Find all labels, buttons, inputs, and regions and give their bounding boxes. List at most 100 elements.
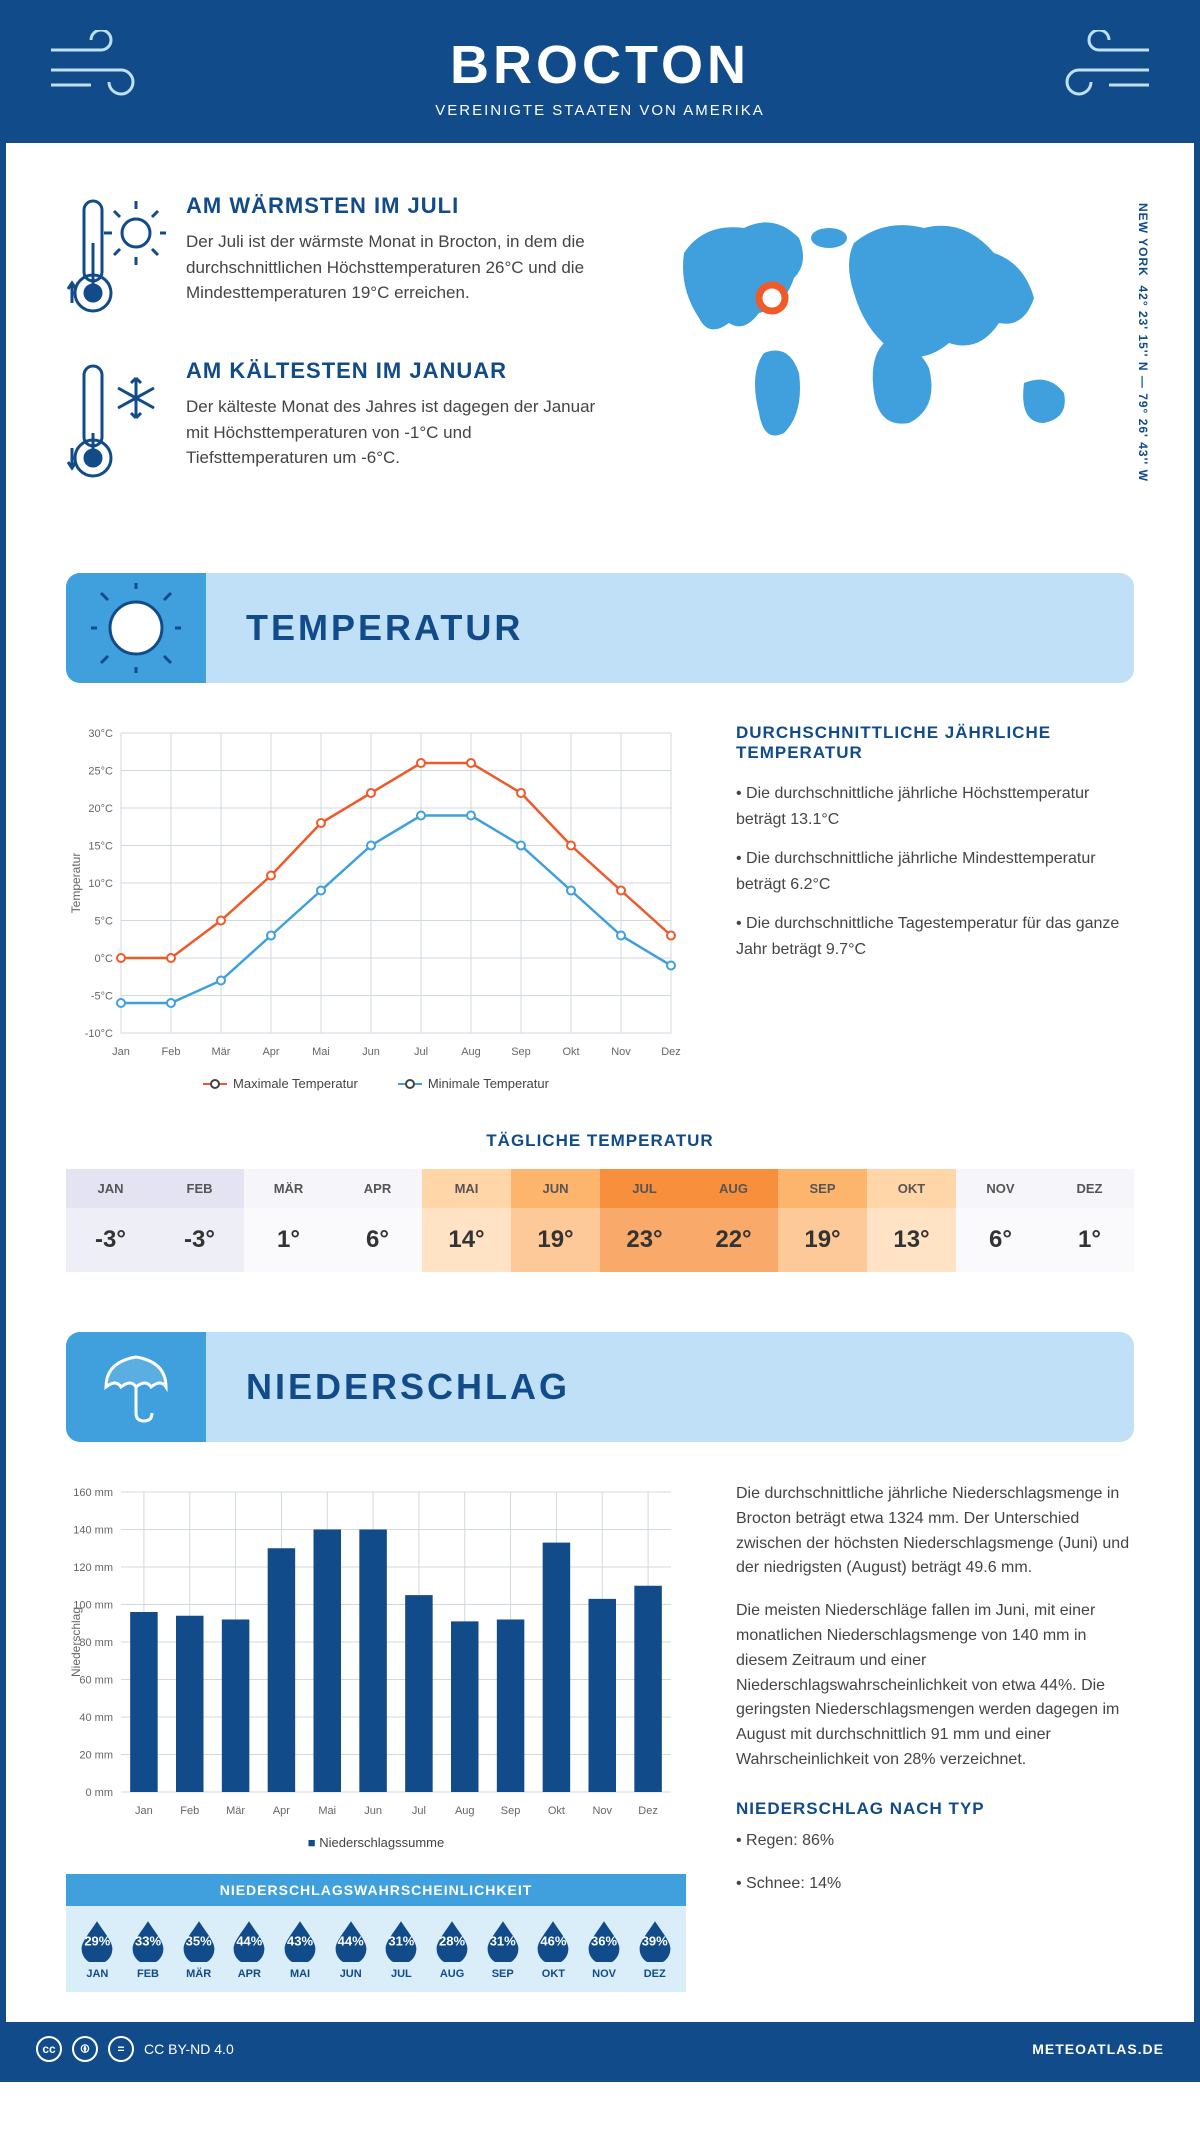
raindrop-icon: 28% bbox=[430, 1918, 474, 1962]
raindrop-icon: 29% bbox=[75, 1918, 119, 1962]
site-name: METEOATLAS.DE bbox=[1032, 2041, 1164, 2057]
svg-text:Niederschlag: Niederschlag bbox=[69, 1607, 83, 1677]
intro-text: AM WÄRMSTEN IM JULI Der Juli ist der wär… bbox=[66, 193, 614, 523]
svg-text:140 mm: 140 mm bbox=[73, 1525, 113, 1537]
raindrop-icon: 39% bbox=[633, 1918, 677, 1962]
svg-text:30°C: 30°C bbox=[88, 728, 113, 740]
precip-text: Die durchschnittliche jährliche Niedersc… bbox=[736, 1482, 1134, 1992]
month-cell: JUL 23° bbox=[600, 1169, 689, 1272]
precip-legend: Niederschlagssumme bbox=[66, 1835, 686, 1850]
cc-icon: cc bbox=[36, 2036, 62, 2062]
svg-text:160 mm: 160 mm bbox=[73, 1487, 113, 1499]
precip-type-heading: NIEDERSCHLAG NACH TYP bbox=[736, 1799, 1134, 1819]
raindrop-icon: 43% bbox=[278, 1918, 322, 1962]
svg-text:0 mm: 0 mm bbox=[86, 1787, 114, 1799]
precip-row: 0 mm20 mm40 mm60 mm80 mm100 mm120 mm140 … bbox=[66, 1482, 1134, 1992]
daily-temp-grid: JAN -3° FEB -3° MÄR 1° APR 6° MAI 14° JU… bbox=[66, 1169, 1134, 1272]
svg-text:Okt: Okt bbox=[562, 1046, 579, 1058]
svg-text:-5°C: -5°C bbox=[91, 991, 113, 1003]
svg-text:Dez: Dez bbox=[638, 1805, 658, 1817]
month-cell: DEZ 1° bbox=[1045, 1169, 1134, 1272]
city-title: BROCTON bbox=[26, 34, 1174, 96]
svg-text:Jul: Jul bbox=[414, 1046, 428, 1058]
raindrop-icon: 31% bbox=[481, 1918, 525, 1962]
month-cell: AUG 22° bbox=[689, 1169, 778, 1272]
month-cell: JAN -3° bbox=[66, 1169, 155, 1272]
footer: cc 🅯 = CC BY-ND 4.0 METEOATLAS.DE bbox=[6, 2022, 1194, 2076]
svg-text:10°C: 10°C bbox=[88, 878, 113, 890]
svg-text:Mär: Mär bbox=[212, 1046, 231, 1058]
prob-cell: 43% MAI bbox=[275, 1918, 326, 1980]
svg-text:20 mm: 20 mm bbox=[79, 1750, 113, 1762]
country-subtitle: VEREINIGTE STAATEN VON AMERIKA bbox=[26, 102, 1174, 119]
raindrop-icon: 44% bbox=[329, 1918, 373, 1962]
month-cell: JUN 19° bbox=[511, 1169, 600, 1272]
precip-banner: NIEDERSCHLAG bbox=[66, 1332, 1134, 1442]
umbrella-icon bbox=[66, 1332, 206, 1442]
svg-text:Dez: Dez bbox=[661, 1046, 681, 1058]
prob-cell: 29% JAN bbox=[72, 1918, 123, 1980]
svg-text:Jun: Jun bbox=[364, 1805, 382, 1817]
wind-icon bbox=[46, 30, 166, 105]
svg-text:Feb: Feb bbox=[162, 1046, 181, 1058]
coordinates: NEW YORK 42° 23' 15'' N — 79° 26' 43'' W bbox=[1136, 203, 1150, 482]
precip-heading: NIEDERSCHLAG bbox=[246, 1366, 570, 1408]
temperature-chart: -10°C-5°C0°C5°C10°C15°C20°C25°C30°CJanFe… bbox=[66, 723, 686, 1091]
svg-text:Jul: Jul bbox=[412, 1805, 426, 1817]
precip-chart: 0 mm20 mm40 mm60 mm80 mm100 mm120 mm140 … bbox=[66, 1482, 686, 1822]
prob-cell: 39% DEZ bbox=[629, 1918, 680, 1980]
temp-info-heading: DURCHSCHNITTLICHE JÄHRLICHE TEMPERATUR bbox=[736, 723, 1134, 763]
svg-text:0°C: 0°C bbox=[95, 953, 114, 965]
world-map: NEW YORK 42° 23' 15'' N — 79° 26' 43'' W bbox=[654, 193, 1134, 523]
thermometer-hot-icon bbox=[66, 193, 166, 328]
svg-text:25°C: 25°C bbox=[88, 766, 113, 778]
temperature-heading: TEMPERATUR bbox=[246, 607, 523, 649]
temperature-banner: TEMPERATUR bbox=[66, 573, 1134, 683]
svg-text:Mai: Mai bbox=[312, 1046, 330, 1058]
month-cell: OKT 13° bbox=[867, 1169, 956, 1272]
svg-text:40 mm: 40 mm bbox=[79, 1712, 113, 1724]
svg-text:Jan: Jan bbox=[135, 1805, 153, 1817]
prob-cell: 46% OKT bbox=[528, 1918, 579, 1980]
month-cell: NOV 6° bbox=[956, 1169, 1045, 1272]
coldest-block: AM KÄLTESTEN IM JANUAR Der kälteste Mona… bbox=[66, 358, 614, 493]
svg-text:80 mm: 80 mm bbox=[79, 1637, 113, 1649]
by-icon: 🅯 bbox=[72, 2036, 98, 2062]
raindrop-icon: 33% bbox=[126, 1918, 170, 1962]
coldest-title: AM KÄLTESTEN IM JANUAR bbox=[186, 358, 614, 384]
raindrop-icon: 46% bbox=[531, 1918, 575, 1962]
svg-text:20°C: 20°C bbox=[88, 803, 113, 815]
svg-text:Jun: Jun bbox=[362, 1046, 380, 1058]
warmest-body: Der Juli ist der wärmste Monat in Brocto… bbox=[186, 229, 614, 306]
raindrop-icon: 31% bbox=[379, 1918, 423, 1962]
license: cc 🅯 = CC BY-ND 4.0 bbox=[36, 2036, 234, 2062]
prob-cell: 33% FEB bbox=[123, 1918, 174, 1980]
svg-text:Aug: Aug bbox=[461, 1046, 481, 1058]
svg-text:Okt: Okt bbox=[548, 1805, 565, 1817]
warmest-block: AM WÄRMSTEN IM JULI Der Juli ist der wär… bbox=[66, 193, 614, 328]
svg-text:Nov: Nov bbox=[592, 1805, 612, 1817]
temperature-row: -10°C-5°C0°C5°C10°C15°C20°C25°C30°CJanFe… bbox=[66, 723, 1134, 1091]
svg-text:Jan: Jan bbox=[112, 1046, 130, 1058]
svg-text:-10°C: -10°C bbox=[85, 1028, 113, 1040]
thermometer-cold-icon bbox=[66, 358, 166, 493]
svg-text:Nov: Nov bbox=[611, 1046, 631, 1058]
wind-icon bbox=[1034, 30, 1154, 105]
warmest-title: AM WÄRMSTEN IM JULI bbox=[186, 193, 614, 219]
svg-text:Mär: Mär bbox=[226, 1805, 245, 1817]
svg-text:Mai: Mai bbox=[318, 1805, 336, 1817]
page: BROCTON VEREINIGTE STAATEN VON AMERIKA A… bbox=[0, 0, 1200, 2082]
svg-text:Apr: Apr bbox=[262, 1046, 279, 1058]
nd-icon: = bbox=[108, 2036, 134, 2062]
month-cell: FEB -3° bbox=[155, 1169, 244, 1272]
precip-left: 0 mm20 mm40 mm60 mm80 mm100 mm120 mm140 … bbox=[66, 1482, 686, 1992]
prob-cell: 44% APR bbox=[224, 1918, 275, 1980]
content: AM WÄRMSTEN IM JULI Der Juli ist der wär… bbox=[6, 143, 1194, 2022]
prob-cell: 36% NOV bbox=[579, 1918, 630, 1980]
svg-text:Feb: Feb bbox=[180, 1805, 199, 1817]
svg-text:60 mm: 60 mm bbox=[79, 1675, 113, 1687]
month-cell: MÄR 1° bbox=[244, 1169, 333, 1272]
sun-icon bbox=[66, 573, 206, 683]
svg-text:Temperatur: Temperatur bbox=[69, 853, 83, 914]
svg-text:Apr: Apr bbox=[273, 1805, 290, 1817]
